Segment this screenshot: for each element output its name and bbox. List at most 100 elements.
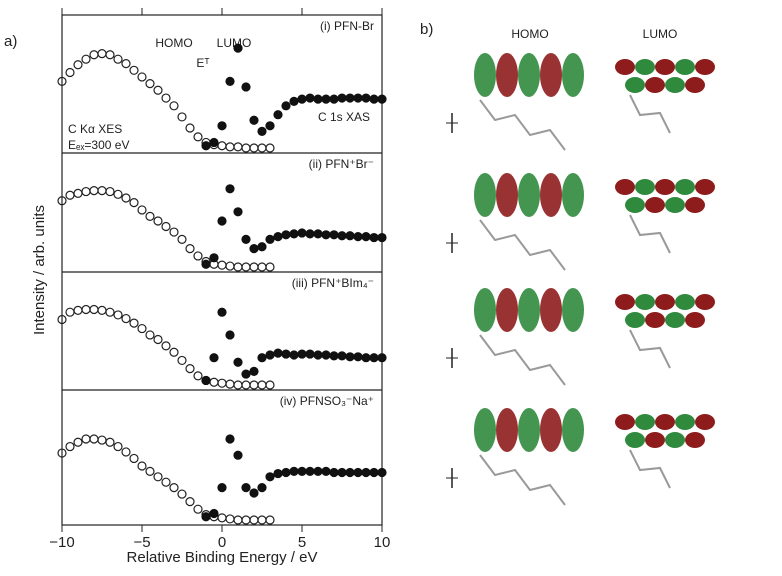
data-point (98, 306, 106, 314)
data-point (242, 235, 250, 243)
data-point (74, 61, 82, 69)
data-point (218, 379, 226, 387)
data-point (274, 470, 282, 478)
molecule-chain (480, 100, 565, 150)
data-point (290, 97, 298, 105)
data-point (242, 83, 250, 91)
data-point (234, 143, 242, 151)
lumo-lobe (615, 59, 635, 75)
data-point (298, 95, 306, 103)
data-point (370, 468, 378, 476)
data-point (234, 381, 242, 389)
data-point (226, 262, 234, 270)
data-point (178, 113, 186, 121)
homo-lobe (540, 288, 562, 332)
data-point (210, 378, 218, 386)
homo-lobe (562, 53, 584, 97)
data-point (106, 51, 114, 59)
data-point (194, 372, 202, 380)
data-point (242, 370, 250, 378)
data-point (266, 351, 274, 359)
data-point (154, 336, 162, 344)
data-point (154, 86, 162, 94)
data-point (258, 243, 266, 251)
lumo-lobe (665, 312, 685, 328)
data-point (306, 94, 314, 102)
data-point (330, 231, 338, 239)
data-point (322, 95, 330, 103)
annotation: Eᵀ (196, 56, 209, 70)
data-point (338, 468, 346, 476)
data-point (282, 350, 290, 358)
homo-lobe (518, 53, 540, 97)
data-point (242, 263, 250, 271)
lumo-lobe (655, 59, 675, 75)
data-point (330, 468, 338, 476)
data-point (314, 467, 322, 475)
homo-lobe (474, 53, 496, 97)
data-point (74, 306, 82, 314)
data-point (114, 190, 122, 198)
data-point (218, 261, 226, 269)
data-point (250, 144, 258, 152)
data-point (146, 212, 154, 220)
data-point (274, 111, 282, 119)
plot-frame (62, 15, 382, 525)
data-point (362, 468, 370, 476)
data-point (258, 144, 266, 152)
data-point (210, 254, 218, 262)
data-point (114, 55, 122, 63)
molecule-chain (630, 95, 670, 133)
data-point (82, 305, 90, 313)
data-point (202, 513, 210, 521)
data-point (90, 305, 98, 313)
data-point (170, 484, 178, 492)
lumo-lobe (685, 197, 705, 213)
figure: a) b) Relative Binding Energy / eV Inten… (0, 0, 782, 571)
homo-lobe (562, 173, 584, 217)
y-axis-label: Intensity / arb. units (31, 205, 48, 335)
data-point (218, 122, 226, 130)
data-point (266, 122, 274, 130)
data-point (82, 435, 90, 443)
lumo-lobe (635, 294, 655, 310)
lumo-lobe (675, 294, 695, 310)
data-point (130, 454, 138, 462)
data-point (218, 514, 226, 522)
data-point (330, 352, 338, 360)
data-point (226, 185, 234, 193)
annotation: Eₑₓ=300 eV (68, 138, 129, 152)
data-point (258, 484, 266, 492)
lumo-lobe (665, 77, 685, 93)
panel-title: (iii) PFN⁺BIm₄⁻ (292, 276, 374, 290)
data-point (370, 354, 378, 362)
data-point (66, 443, 74, 451)
lumo-lobe (615, 414, 635, 430)
data-point (218, 308, 226, 316)
data-point (178, 356, 186, 364)
data-point (66, 308, 74, 316)
orbital-header: LUMO (643, 27, 678, 41)
homo-lobe (518, 288, 540, 332)
data-point (306, 467, 314, 475)
data-point (202, 142, 210, 150)
data-point (370, 95, 378, 103)
data-point (338, 94, 346, 102)
data-point (298, 229, 306, 237)
data-point (202, 376, 210, 384)
x-tick-label: −5 (133, 534, 150, 551)
homo-lobe (496, 173, 518, 217)
data-point (98, 187, 106, 195)
data-point (378, 354, 386, 362)
data-point (354, 353, 362, 361)
data-point (226, 435, 234, 443)
data-point (242, 381, 250, 389)
data-point (322, 231, 330, 239)
data-point (258, 516, 266, 524)
data-point (282, 231, 290, 239)
data-point (226, 77, 234, 85)
data-point (162, 223, 170, 231)
data-point (266, 473, 274, 481)
data-point (234, 208, 242, 216)
data-point (130, 66, 138, 74)
